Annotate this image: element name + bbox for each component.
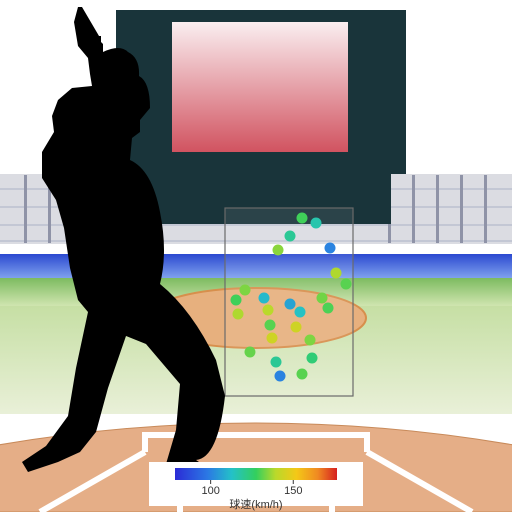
pitch-point xyxy=(259,293,270,304)
pitch-point xyxy=(231,295,242,306)
pitch-point xyxy=(341,279,352,290)
pitch-point xyxy=(233,309,244,320)
legend-tick: 150 xyxy=(284,485,302,497)
pitch-point xyxy=(245,347,256,358)
pitch-point xyxy=(325,243,336,254)
pitch-point xyxy=(271,357,282,368)
pitch-point xyxy=(307,353,318,364)
pitch-point xyxy=(240,285,251,296)
pitch-point xyxy=(295,307,306,318)
pitch-point xyxy=(285,299,296,310)
pitch-point xyxy=(263,305,274,316)
pitch-point xyxy=(273,245,284,256)
legend-tick: 100 xyxy=(201,485,219,497)
pitch-point xyxy=(267,333,278,344)
pitch-point xyxy=(323,303,334,314)
pitch-point xyxy=(317,293,328,304)
scoreboard-screen xyxy=(172,22,348,152)
pitch-point xyxy=(331,268,342,279)
pitch-point xyxy=(305,335,316,346)
legend-label: 球速(km/h) xyxy=(229,497,282,511)
pitch-point xyxy=(291,322,302,333)
legend-colorbar xyxy=(175,468,337,480)
pitch-point xyxy=(275,371,286,382)
pitch-location-chart: 100 150球速(km/h) xyxy=(0,0,512,512)
pitch-point xyxy=(297,213,308,224)
pitch-point xyxy=(297,369,308,380)
pitch-point xyxy=(311,218,322,229)
pitch-point xyxy=(285,231,296,242)
pitch-point xyxy=(265,320,276,331)
